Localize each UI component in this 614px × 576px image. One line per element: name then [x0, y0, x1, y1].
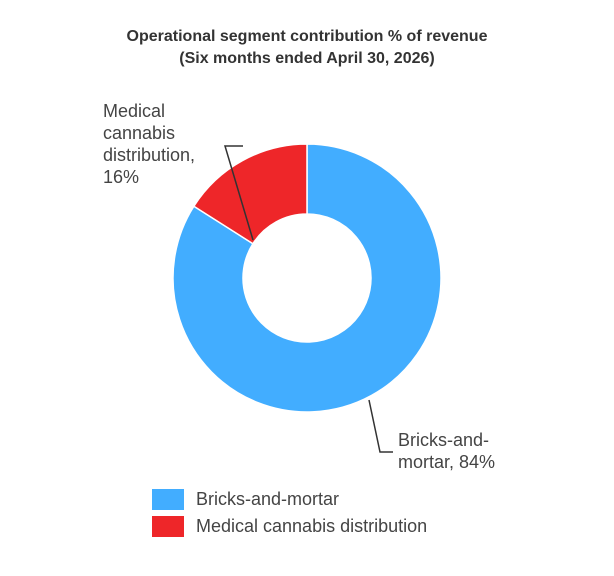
data-label-line: cannabis: [103, 123, 175, 143]
legend-label-bricks-and-mortar: Bricks-and-mortar: [196, 489, 340, 509]
data-label-line: distribution,: [103, 145, 195, 165]
leader-line-medical-cannabis-distribution: [223, 145, 254, 241]
chart-title: Operational segment contribution % of re…: [126, 28, 488, 45]
legend-swatch-medical-cannabis-distribution: [152, 516, 184, 537]
data-label-line: Medical: [103, 101, 165, 121]
legend-item-bricks-and-mortar: Bricks-and-mortar: [152, 486, 427, 513]
legend-label-medical-cannabis-distribution: Medical cannabis distribution: [196, 516, 428, 536]
chart-subtitle: (Six months ended April 30, 2026): [179, 50, 435, 67]
data-labels-layer: Bricks-and-mortar, 84% Medical cannabis dis…: [103, 101, 495, 472]
data-label-medical-cannabis-distribution: Medical cannabis distribution, 16%: [103, 101, 195, 187]
data-label-bricks-and-mortar: Bricks-and-mortar, 84%: [398, 430, 495, 472]
legend: Bricks-and-mortar Medical cannabis distr…: [152, 486, 427, 540]
data-label-line: mortar, 84%: [398, 452, 495, 472]
data-label-line: 16%: [103, 167, 139, 187]
leader-line-bricks-and-mortar: [368, 399, 393, 453]
data-label-line: Bricks-and-: [398, 430, 489, 450]
legend-item-medical-cannabis-distribution: Medical cannabis distribution: [152, 513, 427, 540]
chart-title-block: Operational segment contribution % of re…: [0, 26, 614, 70]
legend-swatch-bricks-and-mortar: [152, 489, 184, 510]
leader-lines-layer: [223, 145, 393, 453]
slice-medical-cannabis-distribution: [192, 143, 308, 245]
slice-bricks-and-mortar: [172, 143, 442, 413]
slices-layer: [172, 143, 442, 413]
